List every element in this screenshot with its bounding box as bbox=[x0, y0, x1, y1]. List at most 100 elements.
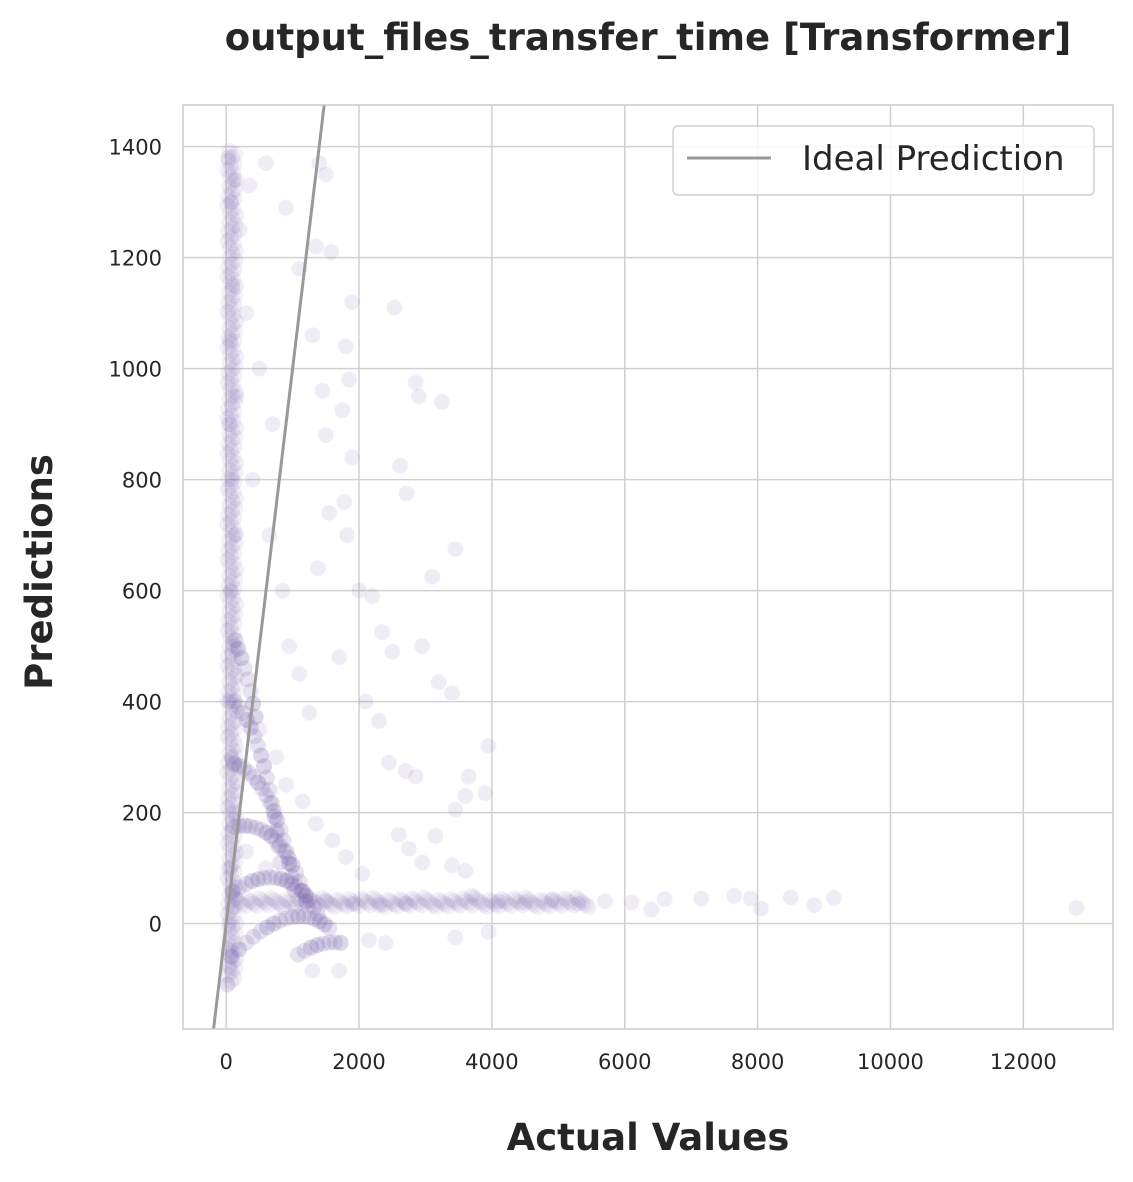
data-point bbox=[226, 686, 243, 703]
data-point bbox=[225, 377, 242, 394]
data-point bbox=[226, 757, 243, 774]
data-point bbox=[383, 893, 400, 910]
data-point bbox=[353, 890, 370, 907]
data-point bbox=[219, 834, 236, 851]
data-point bbox=[245, 895, 262, 912]
data-point bbox=[481, 891, 498, 908]
data-point bbox=[304, 326, 322, 344]
data-point bbox=[222, 336, 239, 353]
data-point bbox=[273, 870, 290, 887]
data-point bbox=[390, 826, 408, 844]
legend-entry-ideal-prediction: Ideal Prediction bbox=[802, 139, 1065, 179]
data-point bbox=[443, 684, 461, 702]
data-point bbox=[223, 468, 240, 485]
data-point bbox=[263, 828, 280, 845]
data-point bbox=[452, 897, 469, 914]
data-point bbox=[226, 631, 243, 648]
data-point bbox=[431, 891, 448, 908]
data-point bbox=[249, 774, 266, 791]
data-point bbox=[219, 622, 236, 639]
data-point bbox=[222, 204, 239, 221]
data-point bbox=[281, 893, 298, 910]
data-point bbox=[227, 429, 244, 446]
data-point bbox=[280, 849, 297, 866]
data-point bbox=[219, 197, 236, 214]
x-tick-label: 2000 bbox=[332, 1050, 385, 1074]
data-point bbox=[223, 715, 240, 732]
x-tick-label: 12000 bbox=[990, 1050, 1057, 1074]
data-point bbox=[360, 931, 378, 949]
data-point bbox=[219, 728, 236, 745]
data-point bbox=[222, 168, 239, 185]
data-point bbox=[332, 893, 349, 910]
data-point bbox=[223, 948, 240, 965]
data-point bbox=[226, 722, 243, 739]
data-point bbox=[219, 303, 236, 320]
data-point bbox=[502, 897, 519, 914]
data-point bbox=[223, 574, 240, 591]
chart-title: output_files_transfer_time [Transformer] bbox=[225, 16, 1072, 59]
data-point bbox=[286, 881, 303, 898]
data-point bbox=[219, 410, 236, 427]
data-point bbox=[228, 525, 245, 542]
data-point bbox=[419, 892, 436, 909]
data-point bbox=[269, 812, 286, 829]
data-point bbox=[227, 500, 244, 517]
data-point bbox=[219, 764, 236, 781]
data-point bbox=[782, 888, 800, 906]
data-point bbox=[543, 891, 561, 909]
data-point bbox=[226, 262, 243, 279]
data-point bbox=[263, 890, 280, 907]
data-point bbox=[226, 651, 243, 668]
data-point bbox=[227, 889, 244, 906]
data-point bbox=[290, 908, 307, 925]
data-point bbox=[272, 912, 289, 929]
data-point bbox=[227, 216, 244, 233]
data-point bbox=[228, 738, 245, 755]
data-point bbox=[321, 920, 338, 937]
data-point bbox=[290, 908, 307, 925]
data-point bbox=[562, 895, 579, 912]
data-point bbox=[226, 631, 243, 648]
data-point bbox=[251, 890, 268, 907]
data-point bbox=[245, 769, 262, 786]
data-point bbox=[254, 892, 271, 909]
data-point bbox=[529, 898, 546, 915]
data-point bbox=[219, 976, 236, 993]
data-point bbox=[223, 149, 240, 166]
data-point bbox=[278, 891, 295, 908]
data-point bbox=[222, 406, 239, 423]
data-point bbox=[443, 891, 460, 908]
data-point bbox=[275, 832, 292, 849]
data-point bbox=[398, 895, 415, 912]
data-point bbox=[226, 297, 243, 314]
data-point bbox=[230, 698, 247, 715]
y-tick-label: 1400 bbox=[109, 136, 162, 160]
data-point bbox=[220, 471, 237, 488]
data-point bbox=[544, 891, 561, 908]
data-point bbox=[397, 762, 415, 780]
data-point bbox=[225, 271, 242, 288]
data-point bbox=[224, 637, 242, 655]
x-tick-label: 6000 bbox=[598, 1050, 651, 1074]
data-point bbox=[268, 823, 285, 840]
data-point bbox=[225, 802, 242, 819]
data-point bbox=[332, 934, 349, 951]
data-point bbox=[363, 587, 381, 605]
data-point bbox=[258, 769, 275, 786]
data-point bbox=[230, 893, 247, 910]
data-point bbox=[224, 777, 241, 794]
data-point bbox=[330, 648, 348, 666]
data-point bbox=[370, 712, 388, 730]
data-point bbox=[226, 403, 243, 420]
data-point bbox=[258, 787, 275, 804]
data-point bbox=[220, 577, 237, 594]
data-point bbox=[223, 184, 240, 201]
data-point bbox=[239, 891, 256, 908]
data-point bbox=[541, 898, 558, 915]
data-point bbox=[223, 361, 240, 378]
data-point bbox=[333, 401, 351, 419]
data-point bbox=[277, 199, 295, 217]
data-point bbox=[317, 892, 335, 910]
data-point bbox=[221, 178, 238, 195]
